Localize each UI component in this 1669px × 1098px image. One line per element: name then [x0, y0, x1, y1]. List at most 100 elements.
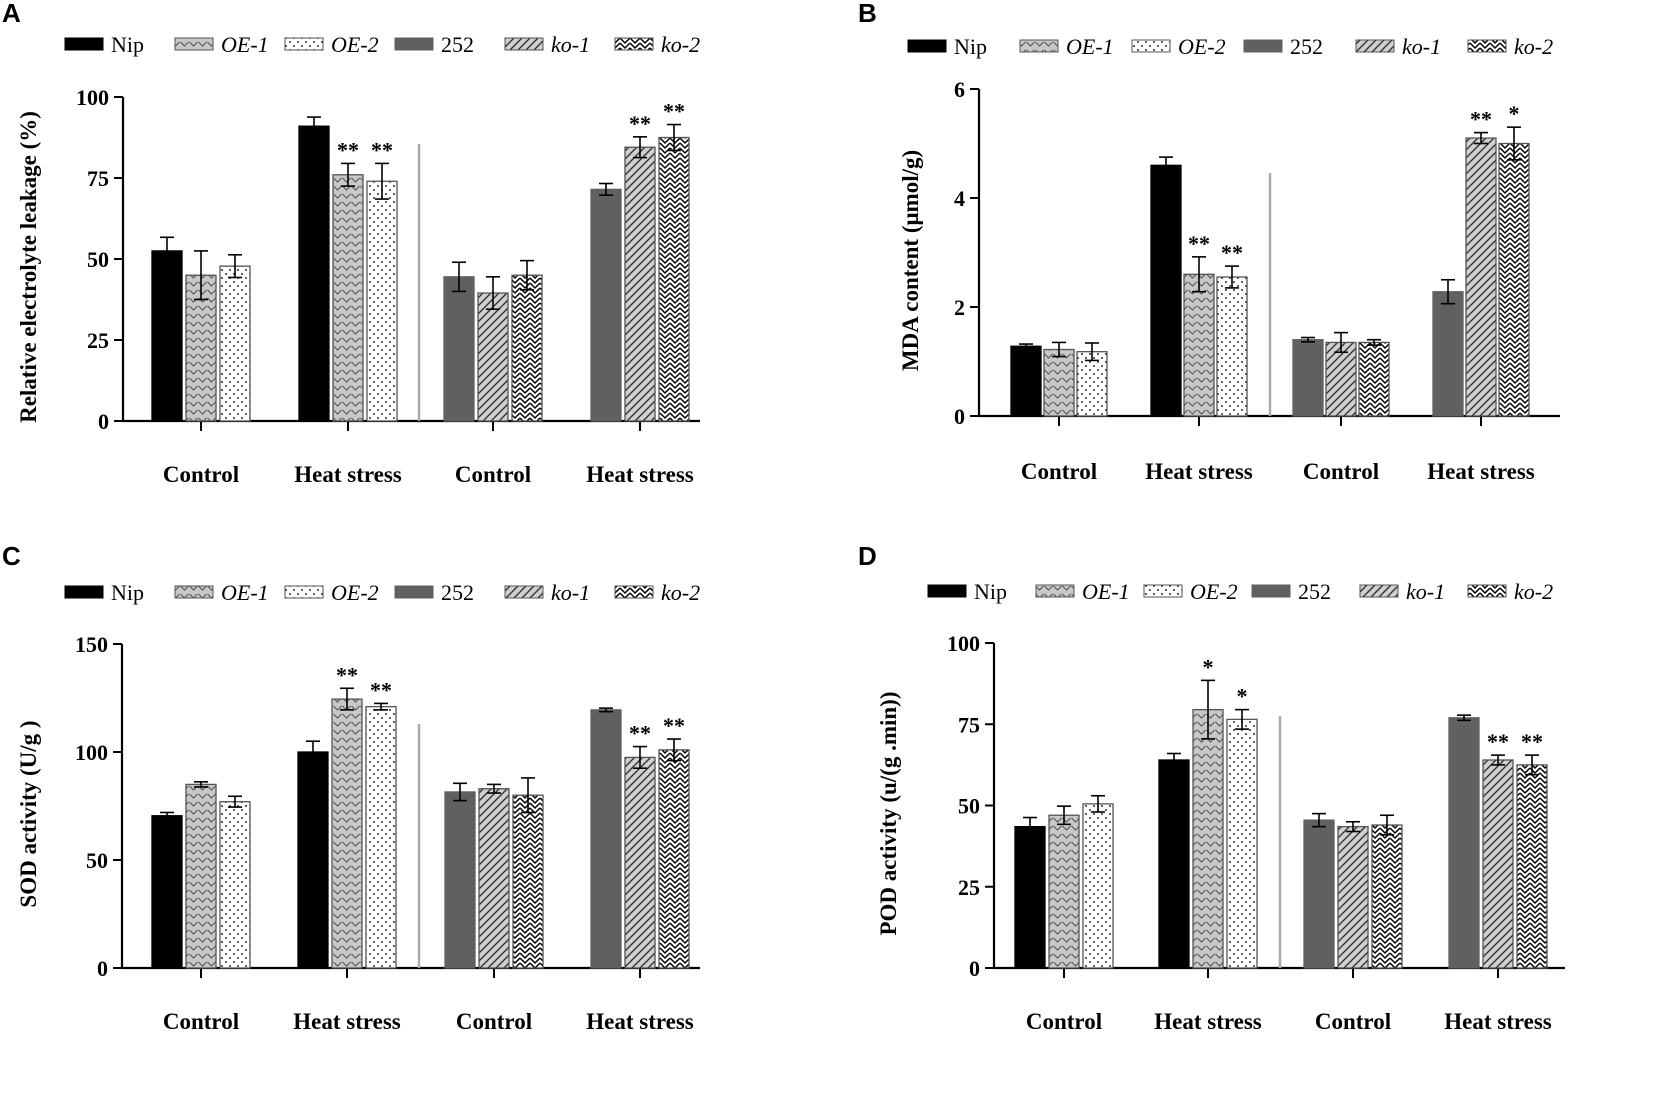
y-tick-label: 75: [87, 166, 109, 191]
y-tick-label: 25: [87, 328, 109, 353]
bar-nip: [1158, 759, 1190, 969]
legend-label-oe-1: OE-1: [221, 580, 269, 605]
x-category-label: Heat stress: [1427, 459, 1535, 484]
x-category-label: Heat stress: [1145, 459, 1253, 484]
bar-nip: [1150, 164, 1182, 417]
x-category-label: Control: [163, 1009, 239, 1034]
legend-swatch-252: [394, 37, 434, 51]
legend-swatch-oe-1: [174, 585, 214, 599]
bar-ko-1: [624, 756, 656, 969]
legend-label-nip: Nip: [954, 34, 987, 59]
legend-swatch-ko-2: [614, 585, 654, 599]
panel-b: B Nip OE-1 OE-2 252 ko-1 ko-2 0 2 4 6 MDA content …: [858, 0, 1560, 484]
y-tick-label: 75: [958, 712, 980, 737]
bar-oe-1: [331, 698, 363, 969]
legend-swatch-oe-2: [1131, 39, 1171, 53]
legend-label-ko-1: ko-1: [551, 580, 590, 605]
legend-label-ko-1: ko-1: [1402, 34, 1441, 59]
legend-label-252: 252: [441, 580, 474, 605]
bar-nip: [1014, 825, 1046, 969]
panel-letter: C: [2, 541, 21, 571]
y-axis-label: MDA content (μmol/g): [898, 150, 923, 371]
y-tick-label: 100: [76, 85, 109, 110]
bar-ko-2: [1358, 341, 1390, 417]
significance-marker: **: [336, 662, 358, 687]
significance-marker: **: [1188, 231, 1210, 256]
bar-oe-1: [332, 174, 364, 422]
legend-swatch-nip: [907, 39, 947, 53]
panel-d: D Nip OE-1 OE-2 252 ko-1 ko-2 0 25 50 75 100 POD ac…: [858, 541, 1565, 1034]
legend-label-nip: Nip: [974, 579, 1007, 604]
x-category-label: Control: [1303, 459, 1379, 484]
legend-swatch-ko-1: [504, 585, 544, 599]
legend-label-ko-2: ko-2: [661, 32, 700, 57]
significance-marker: *: [1237, 684, 1248, 709]
bar-ko-1: [1482, 759, 1514, 969]
significance-marker: **: [370, 677, 392, 702]
x-category-label: Control: [1026, 1009, 1102, 1034]
legend-label-oe-2: OE-2: [1178, 34, 1226, 59]
significance-marker: **: [629, 111, 651, 136]
bar-ko-2: [1371, 824, 1403, 969]
bar-252: [1303, 819, 1335, 969]
legend-label-nip: Nip: [111, 580, 144, 605]
bar-ko-2: [658, 749, 690, 969]
x-category-label: Heat stress: [1154, 1009, 1262, 1034]
bar-ko-1: [478, 788, 510, 969]
bar-ko-2: [511, 274, 543, 422]
legend-label-252: 252: [441, 32, 474, 57]
legend-swatch-oe-1: [174, 37, 214, 51]
panel-letter: D: [858, 541, 877, 571]
legend-label-nip: Nip: [111, 32, 144, 57]
legend-swatch-ko-1: [504, 37, 544, 51]
bar-ko-1: [1325, 341, 1357, 417]
legend-label-ko-1: ko-1: [1406, 579, 1445, 604]
y-tick-label: 100: [947, 631, 980, 656]
legend-label-oe-1: OE-1: [1082, 579, 1130, 604]
legend-label-ko-2: ko-2: [1514, 34, 1553, 59]
panel-a: A Nip OE-1 OE-2 252 ko-1 ko-2 0 25 50 75 100 Relati…: [2, 0, 700, 487]
legend-label-oe-1: OE-1: [221, 32, 269, 57]
y-axis-label: SOD activity (U/g ): [16, 720, 41, 907]
bar-ko-2: [1516, 764, 1548, 969]
bar-252: [443, 276, 475, 422]
bar-nip: [151, 250, 183, 422]
significance-marker: **: [629, 721, 651, 746]
legend-swatch-252: [1251, 584, 1291, 598]
bar-ko-2: [512, 794, 544, 969]
bar-oe-2: [365, 705, 397, 969]
y-tick-label: 50: [958, 794, 980, 819]
bar-252: [1292, 339, 1324, 417]
bar-oe-2: [1226, 718, 1258, 969]
significance-marker: *: [1509, 101, 1520, 126]
legend-swatch-ko-1: [1359, 584, 1399, 598]
bar-oe-2: [1076, 351, 1108, 417]
x-category-label: Control: [456, 1009, 532, 1034]
legend-swatch-nip: [64, 37, 104, 51]
bar-nip: [297, 751, 329, 969]
bar-252: [590, 188, 622, 422]
bar-oe-2: [219, 265, 251, 422]
x-category-label: Control: [1315, 1009, 1391, 1034]
y-tick-label: 6: [954, 77, 965, 102]
bar-nip: [151, 815, 183, 969]
legend-swatch-ko-2: [1467, 39, 1507, 53]
legend-label-252: 252: [1298, 579, 1331, 604]
x-category-label: Control: [163, 462, 239, 487]
legend-swatch-oe-2: [284, 37, 324, 51]
legend-label-oe-2: OE-2: [1190, 579, 1238, 604]
significance-marker: *: [1203, 654, 1214, 679]
y-tick-label: 100: [75, 740, 108, 765]
y-tick-label: 0: [98, 409, 109, 434]
y-tick-label: 150: [75, 632, 108, 657]
bar-ko-2: [658, 136, 690, 422]
significance-marker: **: [1221, 240, 1243, 265]
legend-swatch-ko-2: [1467, 584, 1507, 598]
legend-label-oe-1: OE-1: [1066, 34, 1114, 59]
legend-label-ko-2: ko-2: [1514, 579, 1553, 604]
x-category-label: Heat stress: [294, 462, 402, 487]
x-category-label: Heat stress: [586, 462, 694, 487]
bar-ko-1: [624, 146, 656, 422]
bar-252: [590, 709, 622, 969]
significance-marker: **: [337, 137, 359, 162]
